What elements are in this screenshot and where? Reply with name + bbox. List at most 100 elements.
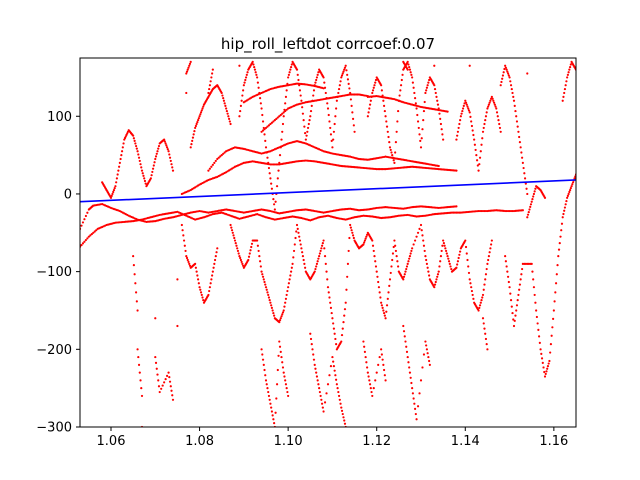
data-point bbox=[326, 102, 329, 105]
data-point bbox=[258, 260, 262, 263]
data-point bbox=[276, 177, 279, 180]
data-point bbox=[465, 103, 468, 106]
data-point bbox=[482, 126, 485, 130]
data-point bbox=[395, 254, 398, 258]
data-point bbox=[171, 166, 174, 169]
data-point bbox=[437, 270, 440, 273]
data-point bbox=[405, 267, 408, 271]
data-point bbox=[301, 112, 305, 115]
data-point bbox=[521, 209, 524, 212]
data-point bbox=[137, 363, 141, 366]
data-point bbox=[291, 262, 294, 265]
data-point bbox=[409, 376, 412, 379]
data-point bbox=[395, 130, 398, 133]
data-point bbox=[382, 311, 386, 315]
data-point bbox=[471, 129, 474, 132]
data-point bbox=[551, 326, 554, 329]
data-point bbox=[437, 164, 440, 168]
data-point bbox=[386, 130, 389, 133]
data-point bbox=[476, 164, 479, 167]
data-point bbox=[385, 304, 389, 307]
data-point bbox=[227, 115, 230, 118]
data-point bbox=[266, 291, 269, 294]
data-point bbox=[446, 110, 449, 113]
data-point bbox=[414, 412, 417, 416]
data-point bbox=[194, 126, 197, 130]
data-point bbox=[413, 402, 416, 405]
data-point bbox=[132, 254, 135, 258]
data-point bbox=[154, 155, 158, 158]
data-point bbox=[287, 394, 290, 398]
data-point bbox=[422, 353, 426, 356]
data-point bbox=[467, 107, 470, 110]
data-point bbox=[368, 107, 371, 110]
data-point bbox=[299, 94, 302, 97]
data-point bbox=[382, 309, 385, 312]
data-point bbox=[461, 107, 465, 110]
data-point bbox=[132, 134, 135, 137]
data-point bbox=[468, 278, 471, 281]
data-point bbox=[523, 177, 527, 180]
data-point bbox=[192, 133, 195, 136]
data-point bbox=[409, 252, 412, 255]
data-point bbox=[448, 262, 451, 265]
data-point bbox=[262, 363, 265, 366]
data-point bbox=[526, 72, 529, 75]
data-point bbox=[333, 369, 336, 372]
data-point bbox=[371, 239, 374, 242]
data-point bbox=[280, 315, 283, 318]
data-point bbox=[93, 230, 96, 233]
data-point bbox=[334, 337, 337, 341]
data-point bbox=[485, 343, 488, 346]
data-point bbox=[259, 102, 262, 105]
data-point bbox=[271, 414, 274, 417]
data-point bbox=[332, 130, 336, 133]
data-point bbox=[321, 242, 324, 245]
data-points bbox=[80, 60, 576, 427]
data-point bbox=[304, 266, 307, 269]
data-point bbox=[144, 182, 147, 185]
data-point bbox=[374, 78, 378, 82]
data-point bbox=[363, 350, 367, 354]
data-point bbox=[296, 73, 299, 76]
data-point bbox=[516, 125, 519, 128]
data-point bbox=[388, 278, 392, 281]
data-point bbox=[457, 256, 460, 260]
data-point bbox=[289, 65, 293, 69]
data-point bbox=[436, 99, 439, 102]
data-point bbox=[268, 398, 271, 401]
data-point bbox=[322, 76, 325, 79]
data-point bbox=[434, 280, 437, 284]
data-point bbox=[403, 335, 406, 338]
data-point bbox=[388, 146, 392, 149]
data-point bbox=[455, 266, 458, 269]
data-point bbox=[261, 273, 264, 276]
data-point bbox=[319, 394, 322, 398]
data-point bbox=[495, 107, 498, 110]
data-point bbox=[336, 387, 339, 390]
data-point bbox=[247, 255, 251, 258]
data-point bbox=[371, 394, 374, 398]
data-point bbox=[421, 128, 424, 131]
data-point bbox=[222, 97, 225, 100]
data-point bbox=[163, 138, 166, 141]
data-point bbox=[384, 317, 387, 320]
plot-frame bbox=[79, 57, 577, 428]
data-point bbox=[275, 117, 278, 120]
data-point bbox=[411, 81, 414, 84]
data-point bbox=[392, 245, 395, 249]
data-point bbox=[208, 87, 211, 91]
data-point bbox=[170, 163, 173, 166]
data-point bbox=[284, 102, 287, 105]
data-point bbox=[397, 99, 400, 102]
data-point bbox=[260, 270, 263, 273]
data-point bbox=[341, 412, 344, 416]
data-point bbox=[340, 76, 343, 79]
data-point bbox=[265, 288, 268, 291]
data-point bbox=[114, 185, 117, 188]
data-point bbox=[428, 359, 431, 363]
data-point bbox=[328, 296, 331, 299]
data-point bbox=[256, 76, 259, 79]
data-point bbox=[506, 275, 510, 278]
data-point bbox=[267, 166, 271, 170]
